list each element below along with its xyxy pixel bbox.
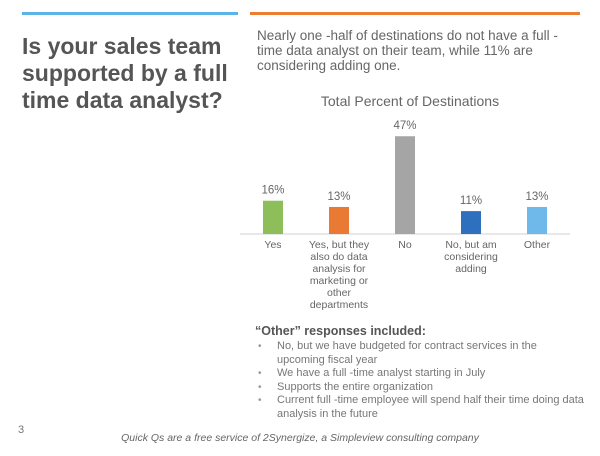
category-label: No, but am considering adding xyxy=(444,239,498,275)
chart-title: Total Percent of Destinations xyxy=(321,93,499,109)
data-label: 13% xyxy=(327,191,350,203)
category-label: Yes, but they also do data analysis for mar… xyxy=(309,239,370,311)
list-item-text: Supports the entire organization xyxy=(277,380,433,393)
category-label: Other xyxy=(524,239,551,251)
category-label: Yes xyxy=(264,239,281,251)
data-label: 13% xyxy=(525,191,548,203)
other-responses-list: • No, but we have budgeted for contract s… xyxy=(255,340,585,421)
bullet-icon: • xyxy=(258,341,262,352)
data-label: 47% xyxy=(393,120,416,132)
bar xyxy=(329,206,349,234)
slide-title: Is your sales team supported by a full t… xyxy=(22,33,228,113)
data-label: 11% xyxy=(460,195,482,207)
list-item: • Supports the entire organization xyxy=(255,381,585,395)
category-label: No xyxy=(398,239,412,251)
bullet-icon: • xyxy=(258,395,262,406)
list-item-text: No, but we have budgeted for contract se… xyxy=(277,340,537,366)
bullet-icon: • xyxy=(258,368,262,379)
list-item-text: Current full -time employee will spend h… xyxy=(277,394,584,420)
list-item: • No, but we have budgeted for contract s… xyxy=(255,340,585,367)
list-item-text: We have a full -time analyst starting in… xyxy=(277,367,486,379)
list-item: • We have a full -time analyst starting i… xyxy=(255,367,585,381)
intro-text: Nearly one -half of destinations do not … xyxy=(257,28,558,73)
other-responses-heading: “Other” responses included: xyxy=(255,324,426,338)
footer-note: Quick Qs are a free service of 2Synergiz… xyxy=(121,432,479,444)
page-number: 3 xyxy=(18,424,25,436)
title-accent-rule xyxy=(22,12,238,15)
bullet-icon: • xyxy=(258,381,262,393)
list-item: • Current full -time employee will spend … xyxy=(255,394,585,421)
bar xyxy=(527,206,547,234)
bar xyxy=(461,211,481,234)
bar-chart: Total Percent of Destinations 16% Yes 13% Y… xyxy=(240,93,570,311)
content-accent-rule xyxy=(250,12,580,15)
bar xyxy=(263,200,283,234)
bar xyxy=(395,136,415,234)
data-label: 16% xyxy=(261,185,284,197)
